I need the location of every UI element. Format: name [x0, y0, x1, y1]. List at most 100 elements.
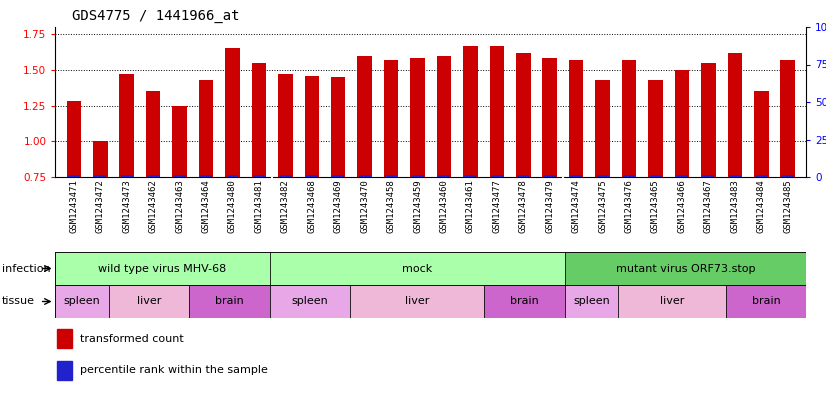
- Text: transformed count: transformed count: [80, 334, 183, 343]
- Bar: [358, 55, 372, 177]
- Text: liver: liver: [406, 296, 430, 307]
- Text: GSM1243466: GSM1243466: [677, 179, 686, 233]
- Text: liver: liver: [660, 296, 684, 307]
- Text: GSM1243471: GSM1243471: [69, 179, 78, 233]
- Bar: [55, 285, 109, 318]
- Bar: [565, 252, 806, 285]
- Text: GSM1243461: GSM1243461: [466, 179, 475, 233]
- Bar: [57, 361, 72, 380]
- Bar: [278, 74, 292, 177]
- Bar: [623, 175, 635, 177]
- Bar: [491, 175, 503, 177]
- Bar: [517, 175, 529, 177]
- Bar: [200, 175, 212, 177]
- Bar: [619, 285, 726, 318]
- Bar: [55, 252, 270, 285]
- Bar: [173, 175, 186, 177]
- Bar: [146, 91, 160, 177]
- Bar: [701, 63, 715, 177]
- Text: infection: infection: [2, 263, 50, 274]
- Bar: [411, 59, 425, 177]
- Text: GSM1243485: GSM1243485: [783, 179, 792, 233]
- Text: GSM1243465: GSM1243465: [651, 179, 660, 233]
- Bar: [569, 60, 583, 177]
- Bar: [332, 175, 344, 177]
- Bar: [755, 175, 767, 177]
- Bar: [729, 175, 741, 177]
- Bar: [120, 74, 134, 177]
- Text: GSM1243470: GSM1243470: [360, 179, 369, 233]
- Bar: [781, 60, 795, 177]
- Bar: [147, 175, 159, 177]
- Text: GSM1243479: GSM1243479: [545, 179, 554, 233]
- Bar: [68, 175, 80, 177]
- Text: GSM1243483: GSM1243483: [730, 179, 739, 233]
- Bar: [252, 63, 266, 177]
- Text: GSM1243481: GSM1243481: [254, 179, 263, 233]
- Bar: [754, 91, 768, 177]
- Bar: [411, 175, 424, 177]
- Text: tissue: tissue: [2, 296, 35, 307]
- Bar: [109, 285, 189, 318]
- Bar: [463, 46, 477, 177]
- Text: GSM1243480: GSM1243480: [228, 179, 237, 233]
- Text: spleen: spleen: [292, 296, 329, 307]
- Bar: [649, 175, 662, 177]
- Bar: [702, 175, 714, 177]
- Bar: [121, 175, 133, 177]
- Bar: [385, 175, 397, 177]
- Text: GSM1243467: GSM1243467: [704, 179, 713, 233]
- Bar: [565, 285, 619, 318]
- Bar: [189, 285, 270, 318]
- Bar: [726, 285, 806, 318]
- Text: mutant virus ORF73.stop: mutant virus ORF73.stop: [615, 263, 755, 274]
- Bar: [173, 106, 187, 177]
- Text: GSM1243464: GSM1243464: [202, 179, 211, 233]
- Text: GSM1243459: GSM1243459: [413, 179, 422, 233]
- Text: brain: brain: [510, 296, 539, 307]
- Bar: [384, 60, 398, 177]
- Bar: [543, 59, 557, 177]
- Bar: [781, 175, 794, 177]
- Text: GSM1243469: GSM1243469: [334, 179, 343, 233]
- Text: GSM1243484: GSM1243484: [757, 179, 766, 233]
- Bar: [331, 77, 345, 177]
- Text: GSM1243468: GSM1243468: [307, 179, 316, 233]
- Bar: [728, 53, 742, 177]
- Bar: [570, 175, 582, 177]
- Bar: [225, 48, 240, 177]
- Bar: [279, 175, 292, 177]
- Text: GSM1243474: GSM1243474: [572, 179, 581, 233]
- Bar: [464, 175, 477, 177]
- Bar: [648, 80, 662, 177]
- Bar: [67, 101, 81, 177]
- Bar: [305, 75, 319, 177]
- Bar: [270, 252, 565, 285]
- Text: GSM1243477: GSM1243477: [492, 179, 501, 233]
- Text: liver: liver: [137, 296, 161, 307]
- Bar: [544, 175, 556, 177]
- Text: GSM1243458: GSM1243458: [387, 179, 396, 233]
- Bar: [675, 70, 689, 177]
- Text: GSM1243473: GSM1243473: [122, 179, 131, 233]
- Text: mock: mock: [402, 263, 433, 274]
- Text: percentile rank within the sample: percentile rank within the sample: [80, 365, 268, 375]
- Text: GSM1243476: GSM1243476: [624, 179, 634, 233]
- Text: GSM1243463: GSM1243463: [175, 179, 184, 233]
- Bar: [253, 175, 265, 177]
- Text: spleen: spleen: [64, 296, 101, 307]
- Bar: [226, 175, 239, 177]
- Bar: [484, 285, 565, 318]
- Bar: [57, 329, 72, 348]
- Bar: [596, 175, 609, 177]
- Bar: [437, 55, 451, 177]
- Bar: [490, 46, 504, 177]
- Text: GSM1243472: GSM1243472: [96, 179, 105, 233]
- Bar: [516, 53, 530, 177]
- Bar: [199, 80, 213, 177]
- Bar: [270, 285, 350, 318]
- Bar: [676, 175, 688, 177]
- Text: wild type virus MHV-68: wild type virus MHV-68: [98, 263, 226, 274]
- Bar: [438, 175, 450, 177]
- Bar: [306, 175, 318, 177]
